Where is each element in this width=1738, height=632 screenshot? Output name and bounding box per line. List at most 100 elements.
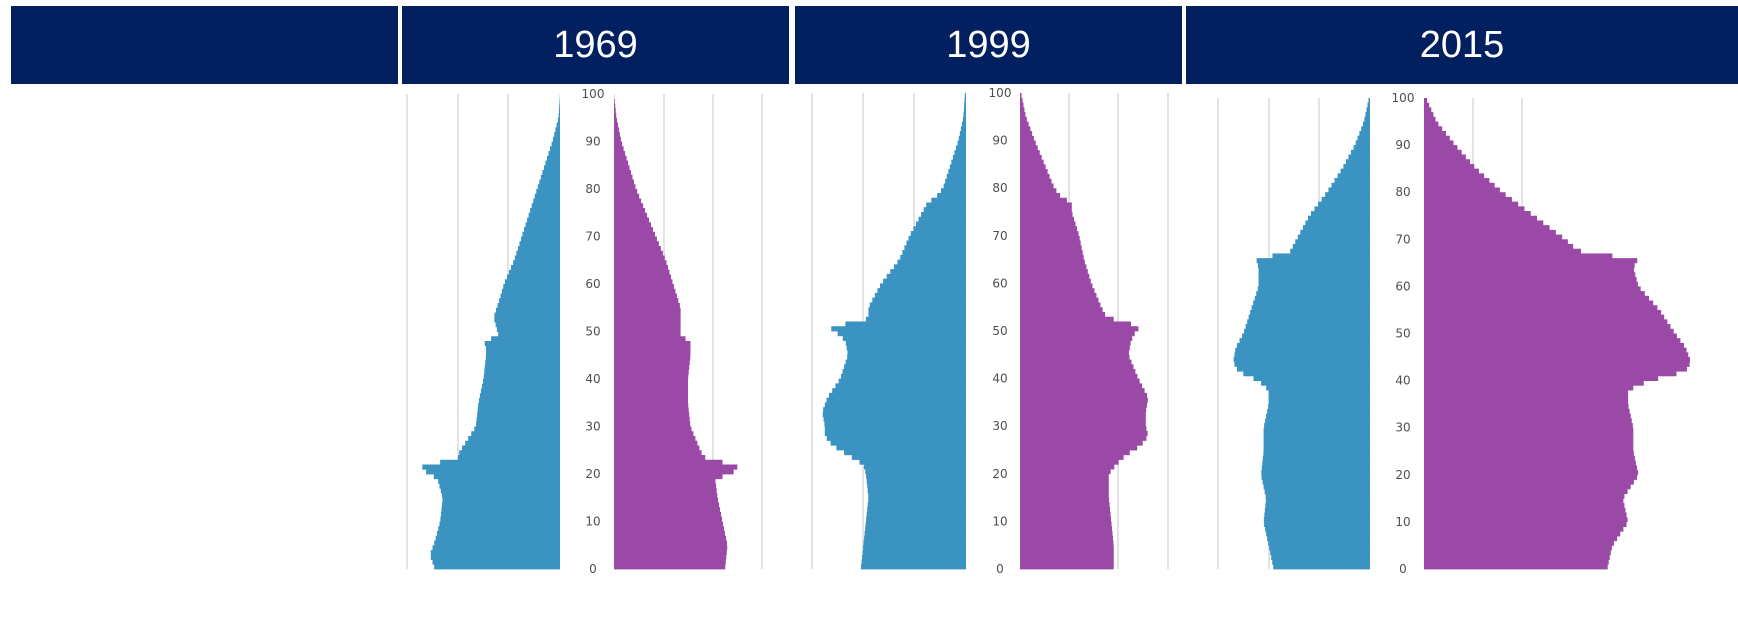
left-bar (1340, 168, 1370, 174)
left-bar (831, 326, 966, 332)
right-bar (1020, 335, 1133, 341)
left-bar (918, 216, 966, 222)
right-bar (1424, 215, 1538, 221)
right-bar (614, 303, 680, 309)
right-bar (614, 545, 728, 551)
left-bar (1268, 540, 1370, 546)
left-bar (959, 131, 966, 137)
right-bar (614, 550, 727, 556)
left-bar (491, 336, 560, 342)
right-bar (1424, 559, 1609, 565)
left-bar (1307, 215, 1370, 221)
left-bar (477, 412, 561, 418)
left-bar (862, 549, 966, 556)
right-bar (1020, 511, 1111, 518)
right-bar (614, 398, 688, 404)
right-bar (614, 288, 676, 294)
left-bar (1251, 305, 1370, 311)
left-bar (842, 369, 966, 375)
left-bar (496, 307, 560, 313)
right-bar (614, 402, 689, 408)
right-bar (1424, 126, 1443, 132)
right-bar (1424, 116, 1436, 122)
left-bar (923, 207, 966, 213)
left-bar (893, 264, 966, 270)
left-bar (864, 535, 966, 541)
left-bar (1343, 163, 1370, 170)
pyramid-2015: 0 10 20 30 40 50 60 70 80 90 100 (1217, 91, 1691, 576)
right-bar (1424, 385, 1634, 391)
left-bar (543, 165, 560, 171)
right-bar (614, 559, 726, 565)
y-tick-label: 20 (992, 467, 1007, 481)
left-bar (1268, 390, 1370, 396)
right-bar (614, 260, 667, 266)
right-bar (1020, 321, 1131, 327)
left-bar (962, 116, 966, 122)
right-bar (1020, 411, 1146, 418)
right-bar (1424, 545, 1612, 551)
left-bar (486, 345, 560, 351)
left-bar (829, 392, 966, 399)
left-bar (1310, 211, 1370, 217)
left-bar (863, 540, 966, 546)
left-bar (519, 241, 561, 247)
right-bar (1424, 220, 1544, 226)
left-bar (422, 464, 560, 470)
right-bar (1020, 188, 1057, 194)
left-bar (1233, 357, 1370, 363)
left-bar (861, 564, 966, 570)
left-bar (485, 360, 560, 366)
right-bar (614, 464, 738, 470)
left-bar (861, 559, 966, 565)
left-bar (556, 122, 560, 128)
left-bar (1262, 455, 1370, 462)
right-bar (614, 374, 689, 380)
left-bar (1266, 531, 1370, 537)
right-bar (1424, 258, 1638, 264)
right-bar (614, 241, 659, 247)
left-bar (835, 383, 966, 389)
left-bar (471, 431, 560, 437)
right-bar (1424, 281, 1638, 287)
y-tick-label: 0 (589, 562, 597, 576)
right-bar (1020, 492, 1109, 498)
left-bar (863, 464, 967, 470)
left-bar (1272, 559, 1370, 565)
left-bar (438, 526, 560, 532)
right-bar (1020, 307, 1103, 313)
right-bar (614, 493, 718, 499)
right-bar (614, 212, 648, 218)
right-bar (614, 455, 706, 461)
right-bar (1424, 295, 1650, 301)
right-bar (614, 469, 734, 475)
left-bar (1245, 324, 1370, 330)
left-bar (866, 516, 966, 522)
left-bar (904, 245, 966, 251)
right-bar (614, 355, 691, 361)
right-bar (1424, 526, 1624, 532)
left-bar (438, 478, 560, 484)
y-tick-label: 50 (1395, 327, 1410, 341)
right-bar (1020, 397, 1148, 403)
y-tick-label: 20 (1395, 468, 1410, 482)
right-bar (1020, 183, 1054, 189)
y-tick-label: 50 (585, 325, 600, 339)
left-bar (551, 141, 560, 147)
y-tick-label: 90 (1395, 138, 1410, 152)
right-bar (1020, 416, 1146, 422)
right-bar (614, 279, 673, 285)
right-bar (1424, 309, 1662, 316)
pyramid-1999: 0 10 20 30 40 50 60 70 80 90 100 (811, 86, 1169, 576)
right-bar (1020, 107, 1025, 113)
right-bar (1424, 135, 1450, 141)
left-bar (960, 126, 966, 132)
right-bar (1020, 526, 1113, 532)
right-bar (1020, 430, 1148, 437)
header-blank (11, 6, 398, 84)
right-bar (1424, 366, 1687, 372)
right-bar (1424, 342, 1684, 349)
left-bar (1261, 380, 1370, 386)
left-bar (1365, 112, 1370, 118)
right-bar (1020, 516, 1112, 522)
